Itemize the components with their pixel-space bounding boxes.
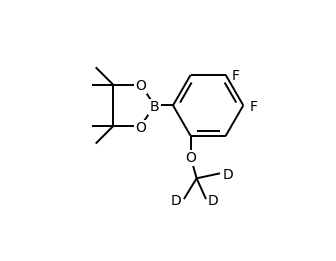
Text: D: D — [208, 194, 218, 207]
Text: O: O — [135, 79, 146, 93]
Text: B: B — [150, 100, 159, 114]
Text: O: O — [185, 151, 196, 165]
Text: D: D — [223, 168, 234, 182]
Text: O: O — [135, 121, 146, 135]
Text: D: D — [170, 194, 181, 207]
Text: F: F — [232, 69, 240, 84]
Text: F: F — [249, 100, 257, 114]
